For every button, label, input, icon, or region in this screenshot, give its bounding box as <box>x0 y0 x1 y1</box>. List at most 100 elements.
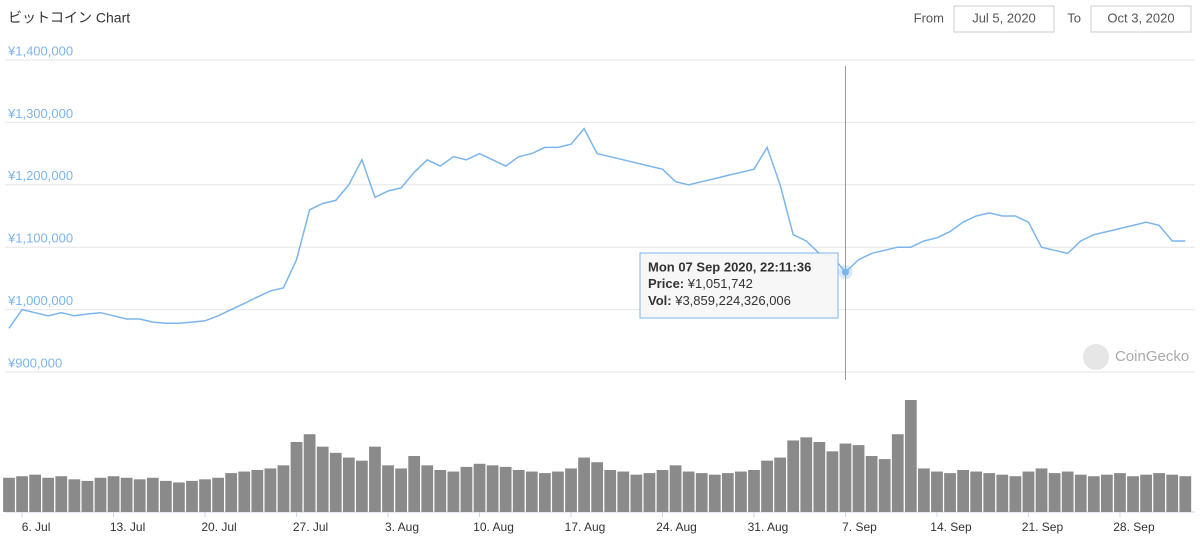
tooltip-row: Price: ¥1,051,742 <box>648 276 753 291</box>
volume-bar <box>369 446 381 512</box>
tooltip-value: ¥3,859,224,326,006 <box>674 293 791 308</box>
x-tick-label: 24. Aug <box>656 520 697 534</box>
volume-bar <box>721 473 734 512</box>
volume-bar <box>1061 471 1074 512</box>
x-tick-label: 28. Sep <box>1113 520 1155 534</box>
x-tick-label: 6. Jul <box>22 520 51 534</box>
from-date[interactable]: Jul 5, 2020 <box>972 10 1036 25</box>
to-date[interactable]: Oct 3, 2020 <box>1107 10 1174 25</box>
volume-bar <box>29 474 42 512</box>
volume-bar <box>342 457 355 512</box>
volume-bar <box>1035 468 1048 512</box>
volume-bar <box>329 452 342 512</box>
volume-bar <box>133 479 146 512</box>
x-tick-label: 31. Aug <box>748 520 789 534</box>
volume-bar <box>957 470 969 512</box>
volume-bar <box>970 471 983 512</box>
volume-bar <box>94 477 107 512</box>
volume-bar <box>55 476 68 512</box>
volume-bar <box>761 460 773 512</box>
volume-bar <box>212 477 225 512</box>
x-tick-label: 27. Jul <box>293 520 328 534</box>
volume-bar <box>159 480 172 512</box>
volume-bar <box>904 400 917 512</box>
volume-bar <box>473 463 486 512</box>
y-tick-label: ¥1,300,000 <box>7 106 73 121</box>
x-tick-label: 3. Aug <box>385 520 419 534</box>
volume-bar <box>565 468 577 512</box>
volume-bar <box>748 470 760 512</box>
volume-bar <box>826 451 839 512</box>
tooltip-key: Price: <box>648 276 684 291</box>
volume-bar <box>1074 474 1087 512</box>
volume-bar <box>931 471 943 512</box>
volume-bar <box>1153 473 1166 512</box>
volume-bar <box>512 470 525 512</box>
volume-bar <box>408 456 421 512</box>
y-tick-label: ¥1,400,000 <box>7 43 73 58</box>
volume-bar <box>356 460 368 512</box>
volume-bar <box>1140 474 1152 512</box>
volume-bar <box>578 457 590 512</box>
volume-bar <box>107 476 120 512</box>
chart-title: ビットコイン Chart <box>8 10 130 26</box>
volume-bar <box>68 479 81 512</box>
tooltip-key: Vol: <box>648 293 672 308</box>
volume-bar <box>447 471 460 512</box>
x-tick-label: 10. Aug <box>473 520 514 534</box>
volume-bar <box>81 480 94 512</box>
from-input[interactable] <box>953 5 1055 33</box>
volume-bar <box>238 471 251 512</box>
volume-bar <box>604 470 617 512</box>
to-input[interactable] <box>1090 5 1192 33</box>
volume-bar <box>120 477 133 512</box>
volume-bar <box>878 459 891 512</box>
volume-bar <box>264 468 277 512</box>
to-label: To <box>1067 10 1081 25</box>
volume-bar <box>277 465 290 512</box>
volume-bar <box>735 471 747 512</box>
volume-bar <box>1009 476 1022 512</box>
volume-bar <box>186 480 198 512</box>
x-tick-label: 21. Sep <box>1022 520 1064 534</box>
volume-bar <box>800 437 813 512</box>
volume-bar <box>669 465 682 512</box>
volume-bar <box>682 471 695 512</box>
x-tick-label: 13. Jul <box>110 520 145 534</box>
from-label: From <box>914 10 944 25</box>
volume-bar <box>552 471 564 512</box>
volume-bar <box>460 466 473 512</box>
volume-bar <box>316 446 329 512</box>
volume-bar <box>865 456 878 512</box>
volume-bar <box>774 457 787 512</box>
volume-bar <box>303 434 316 512</box>
volume-bar <box>1022 471 1035 512</box>
y-tick-label: ¥1,100,000 <box>7 231 73 246</box>
x-tick-label: 20. Jul <box>201 520 236 534</box>
y-tick-label: ¥1,000,000 <box>7 293 73 308</box>
volume-bar <box>1114 473 1126 512</box>
volume-bar <box>656 470 669 512</box>
volume-bar <box>1127 476 1139 512</box>
volume-bar <box>1087 476 1100 512</box>
volume-bar <box>434 470 447 512</box>
volume-bar <box>42 477 55 512</box>
volume-bar <box>225 473 238 512</box>
watermark-logo <box>1083 344 1109 370</box>
volume-bar <box>1166 474 1179 512</box>
volume-bar <box>421 465 434 512</box>
volume-bar <box>839 443 852 512</box>
volume-bar <box>708 474 721 512</box>
x-tick-label: 7. Sep <box>842 520 877 534</box>
volume-bar <box>499 466 512 512</box>
volume-bar <box>251 470 264 512</box>
volume-bar <box>290 442 303 512</box>
volume-bar <box>199 479 211 512</box>
tooltip-box <box>639 252 839 319</box>
tooltip-row: Vol: ¥3,859,224,326,006 <box>648 293 791 308</box>
volume-bar <box>983 473 996 512</box>
volume-bar <box>525 471 538 512</box>
volume-bar <box>173 482 185 512</box>
price-line <box>8 127 1186 329</box>
